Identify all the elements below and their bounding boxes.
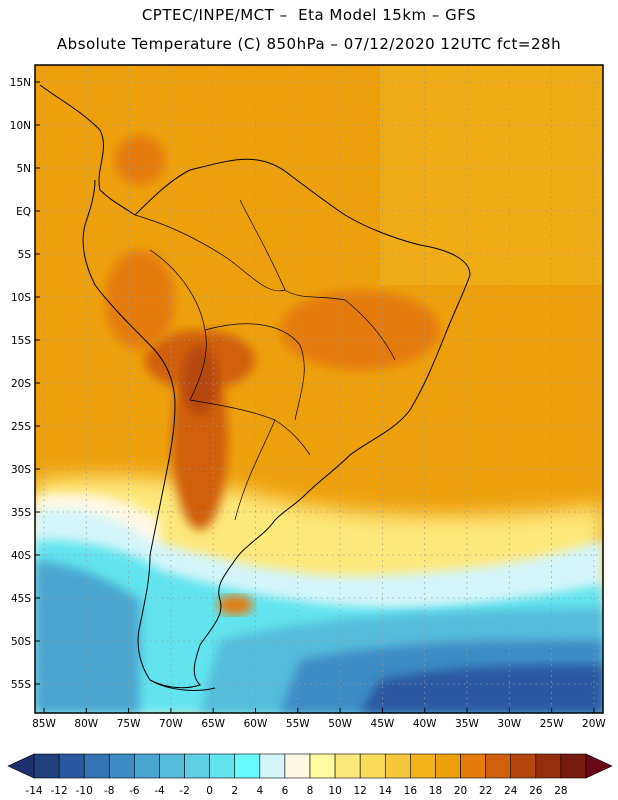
colorbar-cell (58, 753, 85, 779)
colorbar-cell (259, 753, 286, 779)
colorbar-cell (159, 753, 185, 779)
lon-label: 35W (455, 718, 479, 730)
colorbar-cell (510, 753, 537, 779)
colorbar-label: 2 (231, 785, 238, 797)
lon-label: 65W (201, 718, 225, 730)
lat-label: 55S (11, 679, 31, 691)
lon-label: 70W (159, 718, 183, 730)
colorbar-cell (33, 753, 60, 779)
colorbar-label: -12 (51, 785, 68, 797)
colorbar-cell (384, 753, 411, 779)
title-line-2: Absolute Temperature (C) 850hPa – 07/12/… (56, 35, 562, 53)
colorbar-label: -4 (154, 785, 165, 797)
lat-lon-grid (35, 65, 603, 713)
lat-label: 50S (11, 636, 31, 648)
colorbar-cell (485, 753, 512, 779)
lat-label: 15N (10, 77, 31, 89)
colorbar-label: 24 (504, 785, 518, 797)
country-borders (134, 199, 396, 521)
lon-label: 75W (117, 718, 141, 730)
colorbar-label: 10 (328, 785, 341, 797)
lat-label: 40S (11, 550, 31, 562)
map-frame (34, 64, 604, 714)
colorbar-cells (33, 753, 587, 779)
lat-label: 10S (11, 292, 31, 304)
lat-label: 35S (11, 507, 31, 519)
colorbar-cell (460, 753, 486, 779)
colorbar-label: 20 (454, 785, 467, 797)
coastline (39, 84, 471, 691)
temperature-field (35, 65, 603, 713)
latitude-labels: 15N 10N 5N EQ 5S 10S 15S 20S 25S 30S 35S 40S 45S 50S 5… (10, 77, 40, 691)
colorbar-label: 18 (429, 785, 442, 797)
colorbar-cell (284, 753, 311, 779)
lon-label: 55W (286, 718, 310, 730)
lat-label: EQ (16, 206, 31, 218)
lat-label: 10N (10, 120, 31, 132)
lat-label: 45S (11, 593, 31, 605)
longitude-labels: 85W 80W 75W 70W 65W 60W 55W 50W 45W 40W 35W 30W 25W 2… (32, 708, 606, 730)
colorbar-label: 12 (353, 785, 366, 797)
colorbar-right-arrow (585, 753, 613, 779)
lat-label: 15S (11, 335, 31, 347)
lat-label: 25S (11, 421, 31, 433)
colorbar-cell (359, 753, 386, 779)
colorbar-label: 14 (379, 785, 393, 797)
colorbar-cell (560, 753, 587, 779)
colorbar-left-arrow (7, 753, 35, 779)
colorbar-label: 28 (554, 785, 567, 797)
colorbar-label: 26 (529, 785, 543, 797)
lon-label: 20W (582, 718, 606, 730)
colorbar-label: 22 (479, 785, 492, 797)
colorbar-cell (209, 753, 236, 779)
lon-label: 85W (32, 718, 56, 730)
lon-label: 50W (328, 718, 352, 730)
colorbar-label: -8 (104, 785, 114, 797)
colorbar-label: 6 (282, 785, 289, 797)
title-line-1: CPTEC/INPE/MCT – Eta Model 15km – GFS (141, 6, 477, 24)
lon-label: 40W (413, 718, 437, 730)
lon-label: 80W (74, 718, 98, 730)
colorbar-cell (334, 753, 361, 779)
colorbar-label: -10 (76, 785, 93, 797)
lon-label: 45W (371, 718, 395, 730)
colorbar-cell (535, 753, 562, 779)
colorbar-label: 16 (404, 785, 418, 797)
lon-label: 25W (540, 718, 564, 730)
colorbar-cell (83, 753, 110, 779)
lon-label: 60W (244, 718, 268, 730)
colorbar-label: 4 (256, 785, 263, 797)
lat-label: 20S (11, 378, 31, 390)
colorbar-label: 0 (206, 785, 213, 797)
colorbar-label: -2 (179, 785, 189, 797)
lon-label: 30W (497, 718, 521, 730)
colorbar-labels: -14 -12 -10 -8 -6 -4 -2 0 2 4 6 8 10 12 14 16 18 20 22 24 26… (25, 785, 567, 797)
colorbar-cell (410, 753, 436, 779)
colorbar-label: -14 (25, 785, 42, 797)
lat-label: 30S (11, 464, 31, 476)
colorbar-cell (435, 753, 461, 779)
colorbar-cell (184, 753, 210, 779)
colorbar-cell (309, 753, 336, 779)
colorbar-cell (108, 753, 135, 779)
colorbar-label: 8 (307, 785, 314, 797)
colorbar-label: -6 (129, 785, 140, 797)
lat-label: 5N (16, 163, 31, 175)
colorbar-cell (134, 753, 160, 779)
colorbar-cell (234, 753, 261, 779)
lat-label: 5S (18, 249, 32, 261)
